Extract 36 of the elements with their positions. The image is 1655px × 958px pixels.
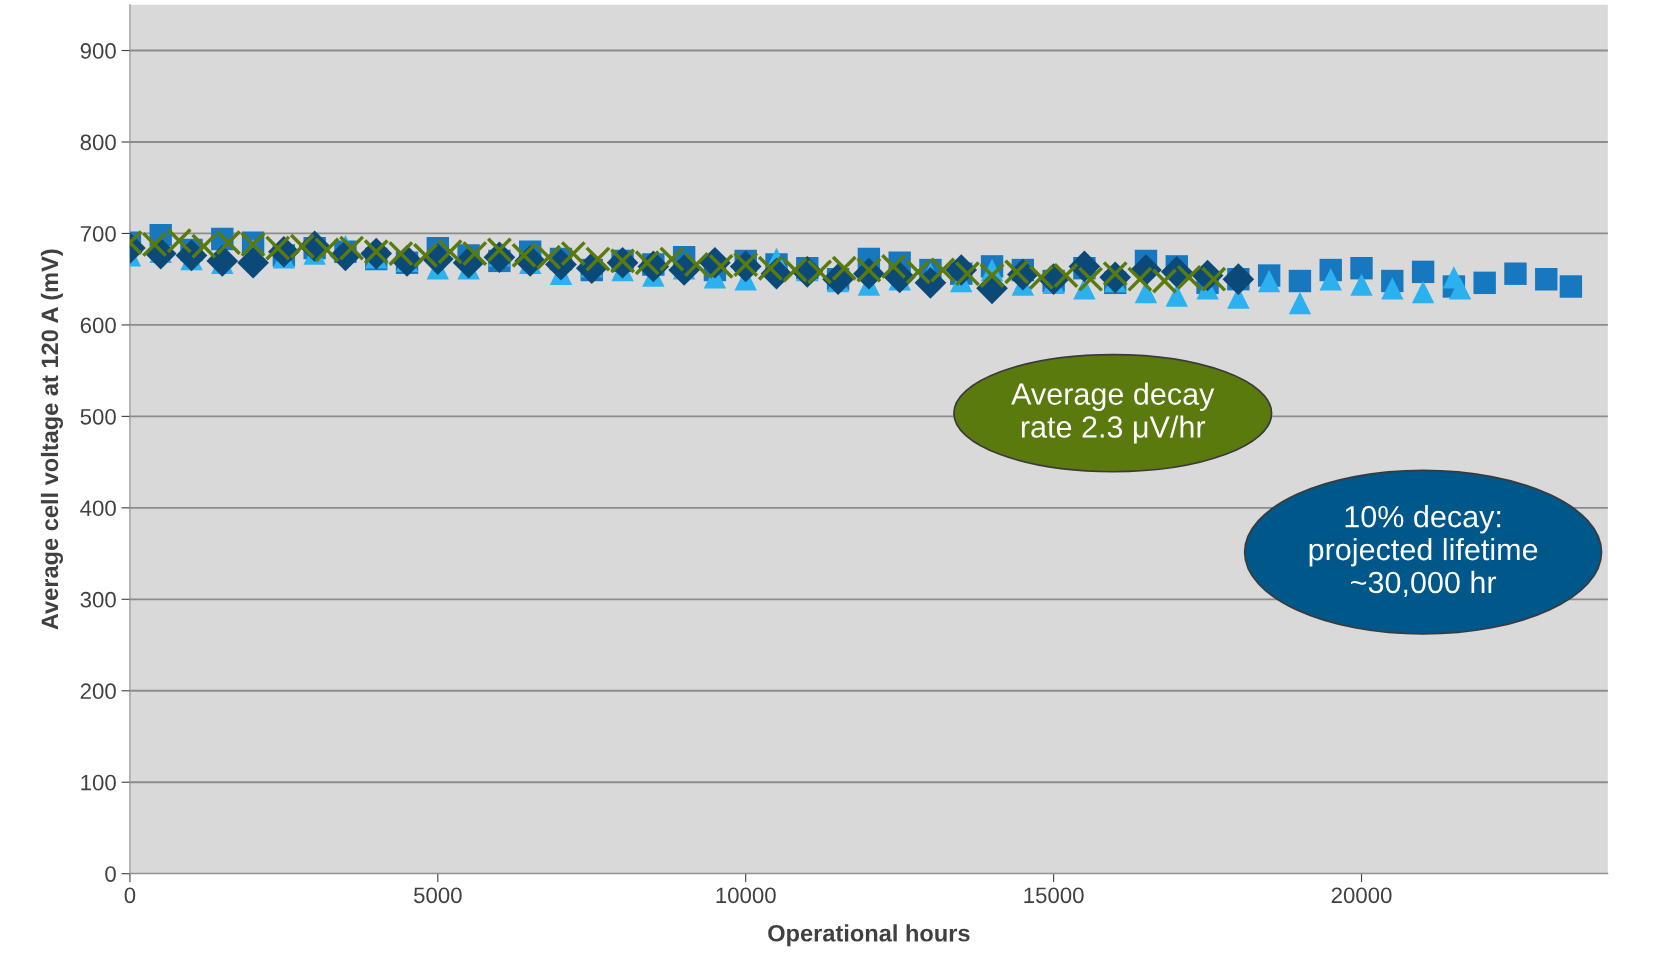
point (1411, 260, 1435, 284)
y-tick-label: 0 (105, 866, 116, 882)
y-tick-label: 500 (80, 408, 116, 425)
y-tick-label: 900 (80, 43, 116, 59)
y-axis-title: Average cell voltage at 120 A (mV) (40, 249, 63, 630)
point (1288, 269, 1312, 293)
point (1319, 267, 1342, 291)
point (1381, 277, 1404, 300)
point (1350, 273, 1373, 296)
point (1288, 291, 1312, 315)
point (1535, 267, 1558, 291)
point (1350, 257, 1373, 280)
y-tick-label: 200 (80, 683, 116, 700)
x-tick-label: 15000 (1024, 887, 1084, 904)
point (1165, 284, 1188, 307)
x-tick-label: 0 (124, 887, 136, 904)
point (1473, 271, 1496, 295)
annotation: 10% decay: projected lifetime ~30,000 hr (1309, 505, 1538, 597)
point (1559, 275, 1583, 298)
y-tick-label: 600 (80, 317, 116, 334)
point (237, 246, 269, 279)
y-tick-label: 100 (81, 774, 116, 791)
x-axis-title: Operational hours (768, 924, 970, 947)
point (1504, 262, 1527, 285)
annotation: Average decay rate 2.3 μV/hr (1011, 382, 1215, 444)
point (1257, 269, 1281, 293)
y-tick-label: 800 (80, 134, 116, 151)
y-tick-label: 700 (80, 225, 116, 242)
x-tick-label: 20000 (1331, 887, 1392, 904)
y-tick-label: 300 (80, 591, 116, 608)
y-tick-label: 400 (80, 500, 116, 517)
point (1448, 277, 1472, 300)
x-tick-label: 5000 (413, 887, 462, 904)
point (206, 245, 239, 277)
point (1411, 280, 1435, 304)
x-tick-label: 10000 (716, 887, 776, 904)
